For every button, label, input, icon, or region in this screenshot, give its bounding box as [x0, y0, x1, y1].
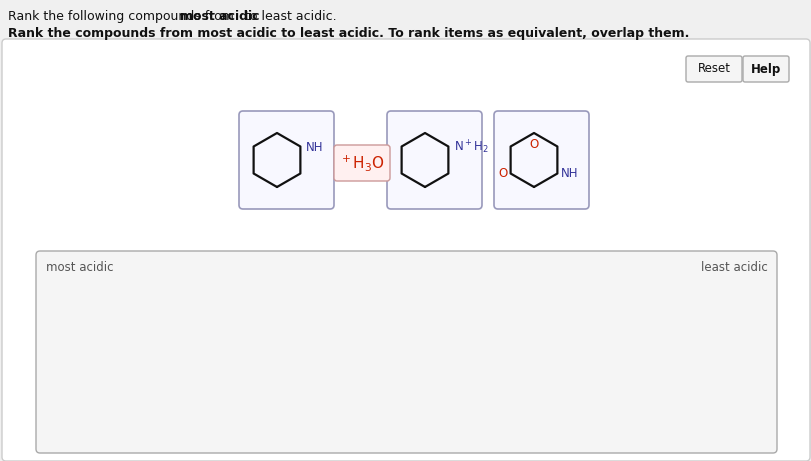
- Text: least acidic: least acidic: [701, 261, 767, 274]
- FancyBboxPatch shape: [2, 39, 809, 461]
- Text: NH: NH: [560, 167, 577, 180]
- Text: O: O: [529, 138, 538, 151]
- Text: most acidic: most acidic: [179, 10, 259, 23]
- FancyBboxPatch shape: [36, 251, 776, 453]
- Text: Help: Help: [750, 63, 780, 76]
- FancyBboxPatch shape: [238, 111, 333, 209]
- FancyBboxPatch shape: [742, 56, 788, 82]
- FancyBboxPatch shape: [387, 111, 482, 209]
- Text: Rank the compounds from most acidic to least acidic. To rank items as equivalent: Rank the compounds from most acidic to l…: [8, 27, 689, 40]
- Text: to least acidic.: to least acidic.: [240, 10, 336, 23]
- Text: most acidic: most acidic: [46, 261, 114, 274]
- Text: Reset: Reset: [697, 63, 730, 76]
- Text: N$\mathregular{^+}$H$\mathregular{_2}$: N$\mathregular{^+}$H$\mathregular{_2}$: [453, 138, 488, 156]
- Text: NH: NH: [306, 141, 323, 154]
- FancyBboxPatch shape: [685, 56, 741, 82]
- FancyBboxPatch shape: [493, 111, 588, 209]
- Text: Rank the following compounds from: Rank the following compounds from: [8, 10, 238, 23]
- Text: $\mathregular{^+}$H$\mathregular{_3}$O: $\mathregular{^+}$H$\mathregular{_3}$O: [339, 153, 384, 173]
- FancyBboxPatch shape: [333, 145, 389, 181]
- Text: O: O: [498, 167, 507, 180]
